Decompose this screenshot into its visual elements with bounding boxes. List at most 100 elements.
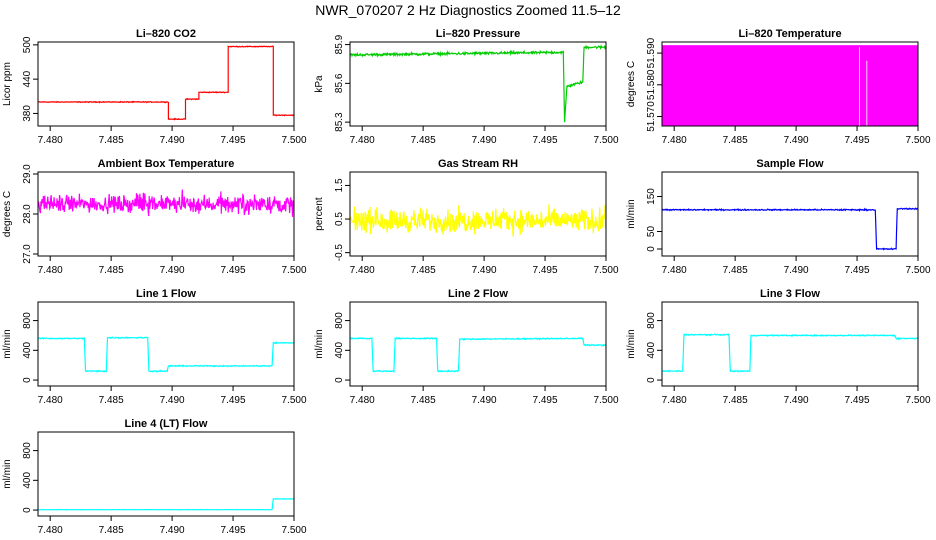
x-tick-label: 7.480: [662, 265, 687, 276]
x-tick-label: 7.485: [99, 135, 124, 146]
x-tick-label: 7.485: [411, 265, 436, 276]
y-tick-label: 400: [22, 342, 33, 359]
y-axis-label: ml/min: [2, 329, 13, 358]
x-tick-label: 7.480: [662, 395, 687, 406]
x-tick-label: 7.495: [221, 265, 246, 276]
series-line: [350, 44, 606, 123]
plot-title: Sample Flow: [756, 158, 824, 170]
plot-panel-2: Li–820 Pressure 7.480 7.485 7.490 7.495 7.500…: [314, 28, 619, 146]
x-tick-label: 7.485: [99, 265, 124, 276]
x-tick-label: 7.500: [593, 265, 618, 276]
y-tick-label: 27.0: [22, 244, 33, 264]
plot-panel-3: Li–820 Temperature 7.480 7.485 7.490 7.495 7.…: [626, 28, 931, 146]
plot-data: [350, 44, 606, 123]
y-axis-label: ml/min: [2, 459, 13, 488]
y-tick-label: 800: [22, 312, 33, 329]
y-tick-label: 29.0: [22, 164, 33, 184]
y-tick-label: 400: [334, 342, 345, 359]
plot-frame: [37, 301, 295, 387]
x-tick-label: 7.485: [99, 395, 124, 406]
plot-frame: [349, 171, 607, 257]
plot-data: [38, 189, 294, 217]
y-axis-label: kPa: [314, 75, 325, 93]
x-tick-label: 7.490: [784, 265, 809, 276]
series-line: [38, 45, 294, 121]
y-tick-label: 0: [646, 377, 657, 383]
x-tick-label: 7.480: [38, 525, 63, 536]
plot-data: [38, 45, 294, 121]
series-line: [662, 333, 918, 373]
x-tick-label: 7.490: [160, 395, 185, 406]
x-tick-label: 7.485: [411, 135, 436, 146]
y-axis-label: degrees C: [626, 61, 637, 107]
y-tick-label: 85.6: [334, 73, 345, 93]
y-axis-label: ml/min: [314, 329, 325, 358]
y-tick-label: 500: [22, 36, 33, 53]
figure-title: NWR_070207 2 Hz Diagnostics Zoomed 11.5–…: [315, 2, 621, 18]
series-line: [38, 336, 294, 373]
x-tick-label: 7.480: [38, 395, 63, 406]
y-tick-label: 800: [334, 312, 345, 329]
plot-title: Li–820 CO2: [136, 28, 196, 40]
y-tick-label: 51.570: [646, 101, 657, 132]
x-tick-label: 7.485: [723, 395, 748, 406]
plot-frame: [349, 301, 607, 387]
series-line: [350, 204, 606, 237]
plot-frame: [349, 41, 607, 127]
x-tick-label: 7.495: [533, 265, 558, 276]
x-tick-label: 7.500: [905, 135, 930, 146]
x-tick-label: 7.480: [38, 135, 63, 146]
plot-title: Gas Stream RH: [438, 158, 518, 170]
plot-frame: [661, 41, 919, 127]
plot-panel-7: Line 1 Flow 7.480 7.485 7.490 7.495 7.500 0 400…: [2, 288, 307, 406]
plot-panel-1: Li–820 CO2 7.480 7.485 7.490 7.495 7.500 380 44…: [2, 28, 307, 146]
plot-panel-4: Ambient Box Temperature 7.480 7.485 7.490 7.…: [2, 158, 307, 276]
series-line: [662, 207, 918, 251]
x-tick-label: 7.495: [533, 135, 558, 146]
x-tick-label: 7.490: [160, 525, 185, 536]
plot-panel-5: Gas Stream RH 7.480 7.485 7.490 7.495 7.500 -0…: [314, 158, 619, 276]
y-tick-label: 85.3: [334, 112, 345, 132]
x-tick-label: 7.500: [281, 525, 306, 536]
plot-panel-10: Line 4 (LT) Flow 7.480 7.485 7.490 7.495 7.50…: [2, 418, 307, 536]
y-axis-label: ml/min: [626, 329, 637, 358]
y-tick-label: 150: [646, 188, 657, 205]
x-tick-label: 7.485: [723, 135, 748, 146]
plot-title: Line 3 Flow: [760, 288, 820, 300]
series-line: [350, 336, 606, 373]
x-tick-label: 7.485: [411, 395, 436, 406]
x-tick-label: 7.490: [784, 395, 809, 406]
x-tick-label: 7.500: [593, 135, 618, 146]
plot-frame: [37, 171, 295, 257]
x-tick-label: 7.485: [99, 525, 124, 536]
y-tick-label: 85.9: [334, 34, 345, 54]
x-tick-label: 7.490: [472, 395, 497, 406]
series-band: [662, 45, 918, 126]
x-tick-label: 7.490: [472, 135, 497, 146]
x-tick-label: 7.500: [905, 395, 930, 406]
y-tick-label: 440: [22, 70, 33, 87]
x-tick-label: 7.485: [723, 265, 748, 276]
x-tick-label: 7.480: [350, 395, 375, 406]
x-tick-label: 7.480: [350, 265, 375, 276]
y-axis-label: degrees C: [2, 191, 13, 237]
y-tick-label: 800: [646, 312, 657, 329]
plot-data: [662, 207, 918, 251]
x-tick-label: 7.480: [662, 135, 687, 146]
plot-frame: [661, 301, 919, 387]
x-tick-label: 7.495: [221, 525, 246, 536]
plot-title: Ambient Box Temperature: [98, 158, 235, 170]
series-line: [38, 189, 294, 217]
x-tick-label: 7.490: [160, 135, 185, 146]
x-tick-label: 7.490: [472, 265, 497, 276]
y-tick-label: 400: [646, 342, 657, 359]
plot-title: Line 4 (LT) Flow: [125, 418, 208, 430]
y-tick-label: 0: [334, 377, 345, 383]
x-tick-label: 7.500: [593, 395, 618, 406]
y-tick-label: 400: [22, 472, 33, 489]
x-tick-label: 7.495: [533, 395, 558, 406]
y-axis-label: ml/min: [626, 199, 637, 228]
y-tick-label: 800: [22, 442, 33, 459]
y-tick-label: 50: [646, 226, 657, 238]
